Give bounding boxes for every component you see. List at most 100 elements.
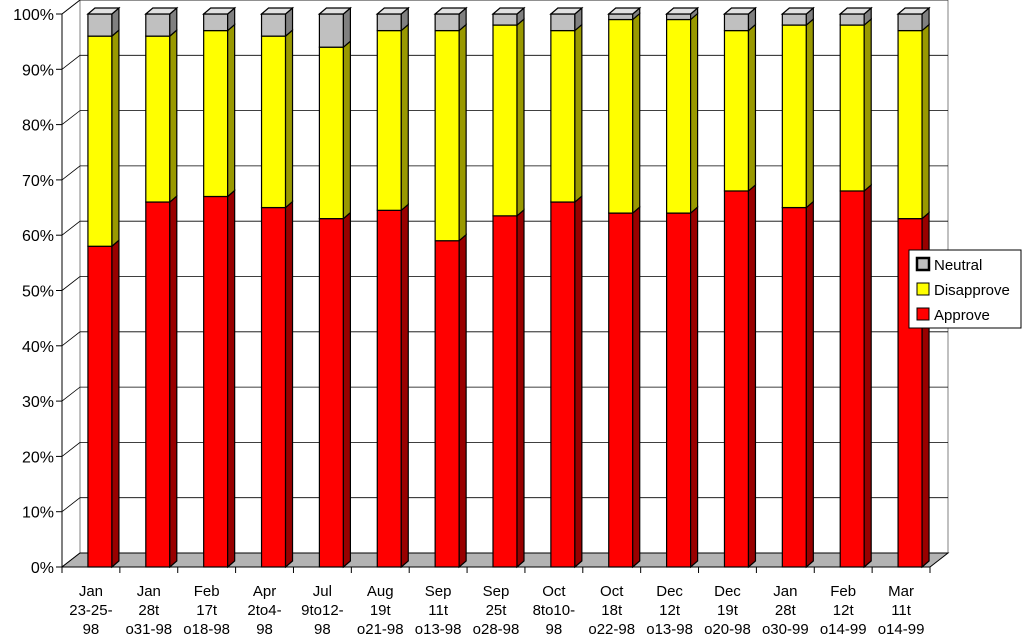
bar-top: [896, 7, 931, 15]
bar-side: [805, 17, 814, 209]
bar-segment-disapprove: [897, 23, 930, 220]
bar-top: [317, 7, 353, 15]
bar-front: [665, 212, 692, 568]
bar-segment-disapprove: [608, 12, 641, 215]
bar-front: [203, 29, 229, 198]
bar-segment-approve: [608, 205, 641, 569]
bar-front: [87, 35, 113, 247]
bar-segment-neutral: [144, 6, 179, 38]
bar-front: [781, 206, 807, 568]
bar-side: [227, 189, 236, 569]
bar-segment-neutral: [896, 6, 931, 32]
bar-top: [838, 7, 873, 15]
x-tick-label: Oct 18t o22-98: [588, 583, 635, 638]
bar-front: [318, 13, 344, 48]
y-tick-label: 30%: [22, 394, 54, 411]
bar-front: [203, 13, 229, 32]
bar-top: [664, 7, 700, 15]
bar-front: [550, 29, 576, 203]
gridline: [61, 331, 948, 347]
bar-front: [376, 13, 402, 32]
legend-label-approve: Approve: [934, 307, 990, 324]
bar-segment-approve: [665, 205, 699, 569]
bar-segment-disapprove: [376, 23, 409, 212]
bar-front: [781, 13, 807, 26]
bar-front: [260, 13, 287, 37]
bar-side: [574, 23, 583, 204]
bar-segment-neutral: [722, 6, 758, 32]
x-tick-label: Jan 28t o30-99: [762, 583, 809, 638]
bar-segment-neutral: [202, 6, 237, 32]
bar-segment-neutral: [317, 6, 353, 49]
gridline: [61, 110, 948, 125]
bar-segment-approve: [781, 200, 814, 569]
bar-segment-disapprove: [318, 39, 351, 220]
gridline: [61, 441, 948, 457]
bar-segment-disapprove: [492, 17, 525, 218]
x-tick-label: Sep 25t o28-98: [473, 583, 520, 638]
bar-front: [550, 201, 576, 568]
bar-front: [665, 18, 692, 214]
bar-front: [318, 218, 344, 568]
bar-segment-approve: [318, 211, 351, 569]
bar-front: [839, 190, 865, 568]
bar-front: [492, 24, 518, 217]
legend-swatch-approve: [916, 307, 930, 321]
y-tick-label: 100%: [13, 7, 54, 24]
bar-side: [805, 200, 814, 569]
bar-front: [897, 29, 923, 220]
gridline: [61, 54, 948, 70]
bar-top: [607, 7, 642, 15]
y-tick-label: 60%: [22, 228, 54, 245]
bar-top: [144, 7, 179, 15]
bar-front: [608, 13, 634, 21]
bar-side: [632, 12, 641, 215]
x-tick-label: Jul 9to12-98: [301, 583, 344, 638]
x-tick-label: Sep 11t o13-98: [415, 583, 462, 638]
bar-side: [689, 205, 699, 569]
bar-front: [723, 29, 750, 192]
bar-front: [839, 13, 865, 26]
gridline: [61, 220, 948, 236]
bar-side: [863, 183, 872, 569]
x-tick-label: Jan 28t o31-98: [125, 583, 172, 638]
bar-segment-approve: [87, 238, 120, 569]
bar-front: [376, 29, 402, 211]
bar-front: [608, 18, 634, 214]
bar-side: [227, 23, 236, 198]
bar-side: [284, 200, 294, 569]
bar-front: [839, 24, 865, 192]
bar-side: [169, 194, 178, 569]
bar-front: [434, 29, 460, 242]
bar-side: [632, 205, 641, 569]
y-tick-label: 10%: [22, 505, 54, 522]
legend-label-disapprove: Disapprove: [934, 282, 1010, 299]
gridline: [61, 165, 948, 181]
bar-segment-neutral: [607, 6, 642, 21]
y-tick-label: 20%: [22, 449, 54, 466]
bar-front: [318, 46, 344, 220]
x-tick-label: Dec 12t o13-98: [646, 583, 693, 638]
y-tick-label: 90%: [22, 62, 54, 79]
bar-side: [458, 233, 467, 569]
bar-front: [550, 13, 576, 32]
bar-side: [747, 183, 757, 569]
bar-side: [689, 12, 699, 215]
bar-segment-approve: [723, 183, 757, 569]
legend-label-neutral: Neutral: [934, 257, 982, 274]
bar-segment-disapprove: [145, 28, 178, 204]
gridline: [61, 276, 948, 291]
bar-side: [284, 28, 294, 209]
bar-segment-approve: [260, 200, 294, 569]
x-tick-label: Feb 17t o18-98: [183, 583, 230, 638]
bar-segment-neutral: [491, 6, 526, 27]
bar-segment-approve: [145, 194, 178, 569]
bar-side: [169, 28, 178, 204]
bar-front: [260, 35, 287, 209]
bar-top: [375, 7, 410, 15]
bar-side: [747, 23, 757, 193]
bar-top: [86, 7, 121, 15]
bar-segment-approve: [839, 183, 872, 569]
